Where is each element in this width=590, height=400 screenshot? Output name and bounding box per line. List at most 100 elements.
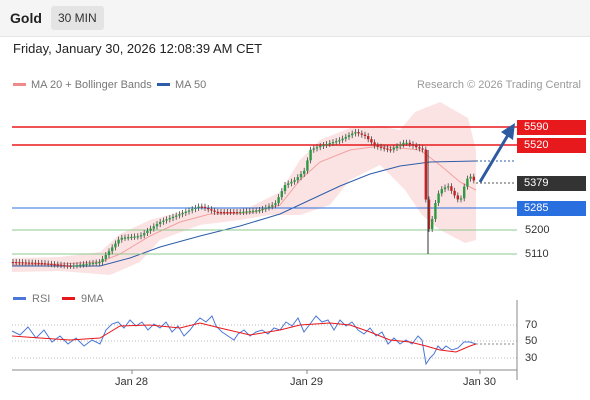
candle-body bbox=[11, 262, 15, 264]
candle-body bbox=[418, 147, 421, 149]
candle-body bbox=[437, 193, 440, 203]
candle-body bbox=[149, 228, 152, 231]
candle-body bbox=[280, 191, 283, 198]
candle-body bbox=[88, 263, 91, 265]
resistance-1-tag: 5520 bbox=[517, 138, 586, 153]
candle-body bbox=[370, 139, 373, 143]
candle-body bbox=[235, 212, 239, 214]
candle-body bbox=[181, 212, 184, 215]
candle-body bbox=[463, 186, 466, 199]
candle-body bbox=[136, 236, 139, 238]
rsi-axis-50: 50 bbox=[525, 335, 538, 347]
date-label-jan30: Jan 30 bbox=[463, 376, 497, 388]
candle-body bbox=[386, 148, 389, 150]
candle-body bbox=[24, 262, 27, 264]
chart-timestamp: Friday, January 30, 2026 12:08:39 AM CET bbox=[13, 41, 263, 56]
candle-body bbox=[383, 147, 386, 149]
candle-body bbox=[133, 236, 136, 238]
candle-body bbox=[469, 176, 472, 179]
candle-body bbox=[194, 207, 197, 210]
candle-body bbox=[200, 206, 203, 208]
candle-body bbox=[47, 263, 50, 265]
candle-body bbox=[143, 233, 146, 236]
timeframe-badge[interactable]: 30 MIN bbox=[51, 6, 104, 30]
ma50-label: MA 50 bbox=[175, 79, 207, 91]
candle-body bbox=[363, 134, 367, 136]
candle-body bbox=[171, 216, 175, 219]
candle-body bbox=[245, 211, 248, 213]
candle-body bbox=[335, 141, 338, 143]
current-price-tag: 5379 bbox=[517, 176, 586, 191]
candle-body bbox=[267, 206, 271, 208]
candle-body bbox=[357, 132, 360, 134]
candle-body bbox=[104, 255, 107, 259]
candle-body bbox=[261, 208, 264, 211]
candle-body bbox=[50, 263, 53, 266]
candle-body bbox=[63, 265, 66, 267]
candlestick-series bbox=[11, 129, 475, 269]
rsi-ma-line bbox=[11, 322, 477, 353]
candle-body bbox=[360, 133, 363, 135]
candle-body bbox=[434, 203, 437, 219]
candle-body bbox=[331, 142, 335, 144]
candle-body bbox=[427, 199, 431, 229]
candle-body bbox=[421, 148, 424, 150]
rsi-legend-label: RSI bbox=[32, 293, 51, 305]
candle-body bbox=[405, 142, 408, 144]
candle-body bbox=[178, 214, 181, 216]
candle-body bbox=[114, 243, 117, 248]
instrument-title: Gold bbox=[10, 10, 42, 26]
candle-body bbox=[191, 209, 194, 211]
candle-body bbox=[373, 142, 376, 146]
candle-body bbox=[34, 262, 37, 264]
rsi-axis-70: 70 bbox=[525, 319, 538, 331]
candle-body bbox=[165, 219, 168, 221]
candle-body bbox=[95, 262, 98, 264]
candle-body bbox=[21, 262, 24, 264]
candle-body bbox=[312, 148, 315, 150]
candle-body bbox=[251, 210, 255, 212]
candle-body bbox=[66, 265, 69, 267]
candle-body bbox=[354, 132, 357, 134]
candle-body bbox=[415, 145, 418, 148]
candle-body bbox=[107, 251, 111, 256]
candle-body bbox=[69, 265, 72, 267]
candle-body bbox=[379, 146, 383, 148]
candle-body bbox=[277, 197, 280, 204]
candle-body bbox=[456, 195, 459, 200]
candle-body bbox=[223, 212, 226, 214]
candle-body bbox=[82, 264, 85, 266]
candle-body bbox=[296, 177, 299, 181]
candle-body bbox=[389, 149, 392, 151]
candle-body bbox=[395, 146, 399, 148]
pivot-tag: 5285 bbox=[517, 201, 586, 216]
candle-body bbox=[43, 263, 47, 265]
candle-body bbox=[159, 221, 162, 225]
candle-body bbox=[40, 262, 43, 265]
date-label-jan28: Jan 28 bbox=[115, 376, 149, 388]
candle-body bbox=[232, 212, 235, 214]
candle-body bbox=[447, 186, 450, 188]
candle-body bbox=[127, 237, 130, 239]
candle-body bbox=[344, 136, 347, 139]
candle-body bbox=[325, 144, 328, 146]
ma20-swatch bbox=[13, 82, 26, 86]
candle-body bbox=[459, 198, 463, 200]
candle-body bbox=[210, 209, 213, 211]
candle-body bbox=[322, 144, 325, 147]
legend-ma20: MA 20 + Bollinger Bands bbox=[13, 79, 152, 91]
support-2-label: 5110 bbox=[525, 248, 549, 260]
candle-body bbox=[79, 264, 82, 266]
candle-body bbox=[18, 262, 21, 264]
candle-body bbox=[453, 190, 456, 196]
candle-body bbox=[293, 180, 296, 182]
candle-body bbox=[85, 263, 88, 265]
candle-body bbox=[239, 211, 242, 214]
resistance-2-tag: 5590 bbox=[517, 120, 586, 135]
candle-body bbox=[392, 147, 395, 150]
candle-body bbox=[255, 210, 258, 212]
candle-body bbox=[123, 237, 127, 239]
candle-body bbox=[309, 149, 312, 161]
ma50-line bbox=[12, 160, 477, 267]
